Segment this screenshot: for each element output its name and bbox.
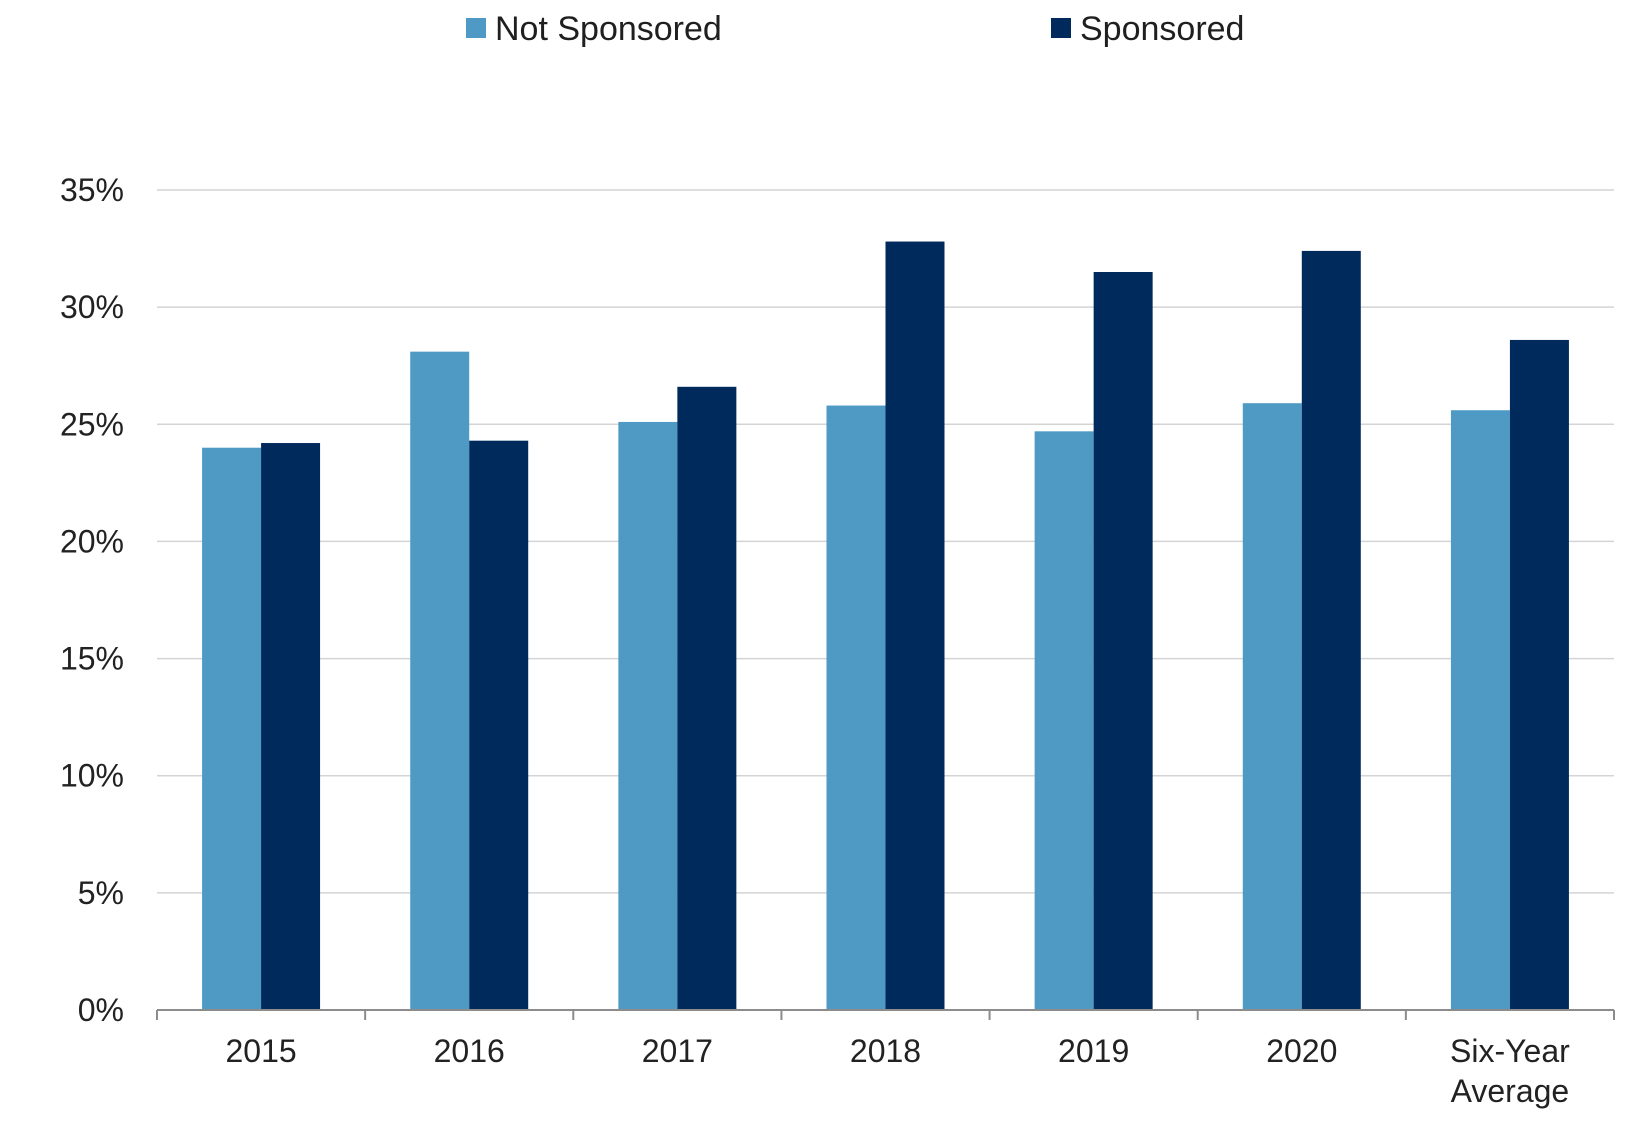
x-tick-label-line: 2020 bbox=[1266, 1033, 1337, 1069]
x-axis-category-labels: 2015 2016 2017 2018 2019 2020 Six-Year Average bbox=[225, 1033, 1570, 1109]
x-tick-label: 2019 bbox=[1058, 1033, 1129, 1069]
bar-sponsored bbox=[261, 443, 321, 1010]
x-tick-label-line: 2018 bbox=[850, 1033, 921, 1069]
bar-sponsored bbox=[677, 386, 737, 1010]
legend-label: Not Sponsored bbox=[495, 10, 722, 48]
y-tick-label: 20% bbox=[60, 523, 124, 559]
x-tick-label: 2016 bbox=[434, 1033, 505, 1069]
bar-not-sponsored bbox=[1242, 403, 1302, 1010]
x-tick-label-line: 2015 bbox=[225, 1033, 296, 1069]
y-tick-label: 35% bbox=[60, 172, 124, 208]
x-tick-label-line: 2019 bbox=[1058, 1033, 1129, 1069]
legend-swatch bbox=[466, 18, 486, 38]
y-axis-tick-labels: 0% 5% 10% 15% 20% 25% 30% 35% bbox=[60, 172, 124, 1028]
bar-sponsored bbox=[885, 241, 945, 1011]
bar-not-sponsored bbox=[410, 351, 470, 1011]
x-tick-label: Six-Year Average bbox=[1450, 1033, 1570, 1109]
bars bbox=[202, 241, 1569, 1011]
bar-sponsored bbox=[1509, 339, 1569, 1010]
y-tick-label: 25% bbox=[60, 406, 124, 442]
y-tick-label: 0% bbox=[78, 992, 124, 1028]
legend: Not Sponsored Sponsored bbox=[466, 10, 1244, 48]
x-tick-label: 2018 bbox=[850, 1033, 921, 1069]
x-tick-label-line: 2016 bbox=[434, 1033, 505, 1069]
bar-not-sponsored bbox=[202, 447, 262, 1010]
y-tick-label: 10% bbox=[60, 758, 124, 794]
bar-not-sponsored bbox=[1034, 431, 1094, 1010]
legend-swatch bbox=[1051, 18, 1071, 38]
x-tick-label-line: Average bbox=[1451, 1073, 1570, 1109]
axes bbox=[156, 1009, 1615, 1020]
x-tick-label-line: Six-Year bbox=[1450, 1033, 1570, 1069]
y-tick-label: 5% bbox=[78, 875, 124, 911]
x-tick-label: 2015 bbox=[225, 1033, 296, 1069]
y-tick-label: 30% bbox=[60, 289, 124, 325]
bar-sponsored bbox=[469, 440, 529, 1011]
x-tick-label-line: 2017 bbox=[642, 1033, 713, 1069]
x-tick-label: 2020 bbox=[1266, 1033, 1337, 1069]
x-tick-label: 2017 bbox=[642, 1033, 713, 1069]
legend-label: Sponsored bbox=[1080, 10, 1244, 48]
y-tick-label: 15% bbox=[60, 641, 124, 677]
bar-not-sponsored bbox=[1450, 410, 1510, 1010]
bar-sponsored bbox=[1093, 272, 1153, 1010]
bar-not-sponsored bbox=[618, 421, 678, 1010]
bar-sponsored bbox=[1301, 250, 1361, 1010]
bar-not-sponsored bbox=[826, 405, 886, 1010]
